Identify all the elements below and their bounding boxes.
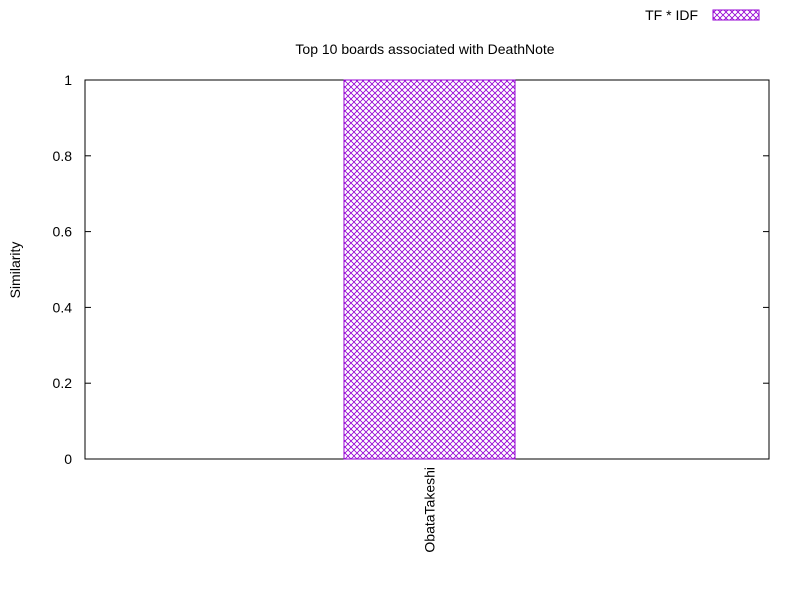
x-tick-label: ObataTakeshi (422, 467, 438, 553)
y-tick-label: 0.2 (53, 375, 73, 391)
y-axis-ticks: 0 0.2 0.4 0.6 0.8 1 (53, 72, 769, 467)
y-tick-label: 1 (64, 72, 72, 88)
x-axis-tick-labels: ObataTakeshi (422, 467, 438, 553)
y-tick-label: 0.8 (53, 148, 73, 164)
y-tick-label: 0.6 (53, 224, 73, 240)
y-tick-label: 0.4 (53, 299, 73, 315)
legend-label-tf-idf: TF * IDF (645, 7, 698, 23)
y-tick-label: 0 (64, 451, 72, 467)
y-axis-label: Similarity (7, 242, 23, 299)
bars (343, 79, 516, 460)
bar-obatatakeshi (343, 79, 516, 460)
legend-swatch-tf-idf (712, 9, 760, 21)
legend: TF * IDF (645, 7, 760, 23)
chart-title: Top 10 boards associated with DeathNote (295, 41, 554, 57)
